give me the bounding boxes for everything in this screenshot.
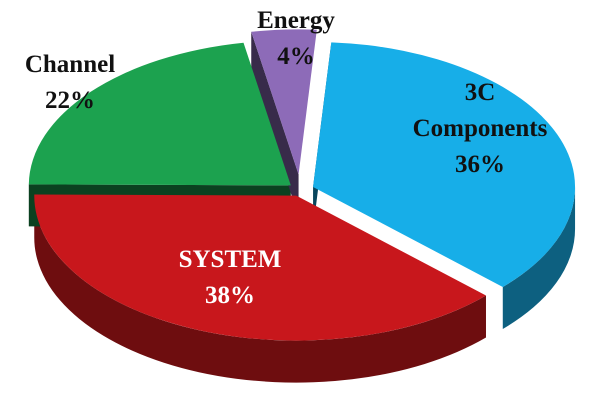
slice-value-label: 4% — [277, 43, 315, 70]
slice-face-energy — [251, 31, 299, 217]
pie-tops — [28, 29, 576, 341]
slice-name-label: Energy — [257, 7, 335, 34]
slice-value-label: 38% — [205, 282, 255, 309]
slice-name-label: SYSTEM — [179, 246, 282, 273]
slice-name-label: Channel — [25, 51, 115, 78]
slice-value-label: 22% — [45, 87, 95, 114]
slice-name-label: Components — [413, 115, 548, 142]
slice-side-system — [34, 195, 486, 383]
pie-labels: 3C Components 36% SYSTEM 38% Channel 22% Energy… — [25, 7, 548, 309]
slice-3c-components — [313, 42, 576, 287]
slice-channel — [28, 42, 291, 186]
slice-side-3c-components — [502, 186, 576, 329]
slice-system — [34, 194, 486, 341]
slice-energy — [251, 29, 317, 175]
slice-name-label: 3C — [465, 79, 496, 106]
slice-value-label: 36% — [455, 151, 505, 178]
